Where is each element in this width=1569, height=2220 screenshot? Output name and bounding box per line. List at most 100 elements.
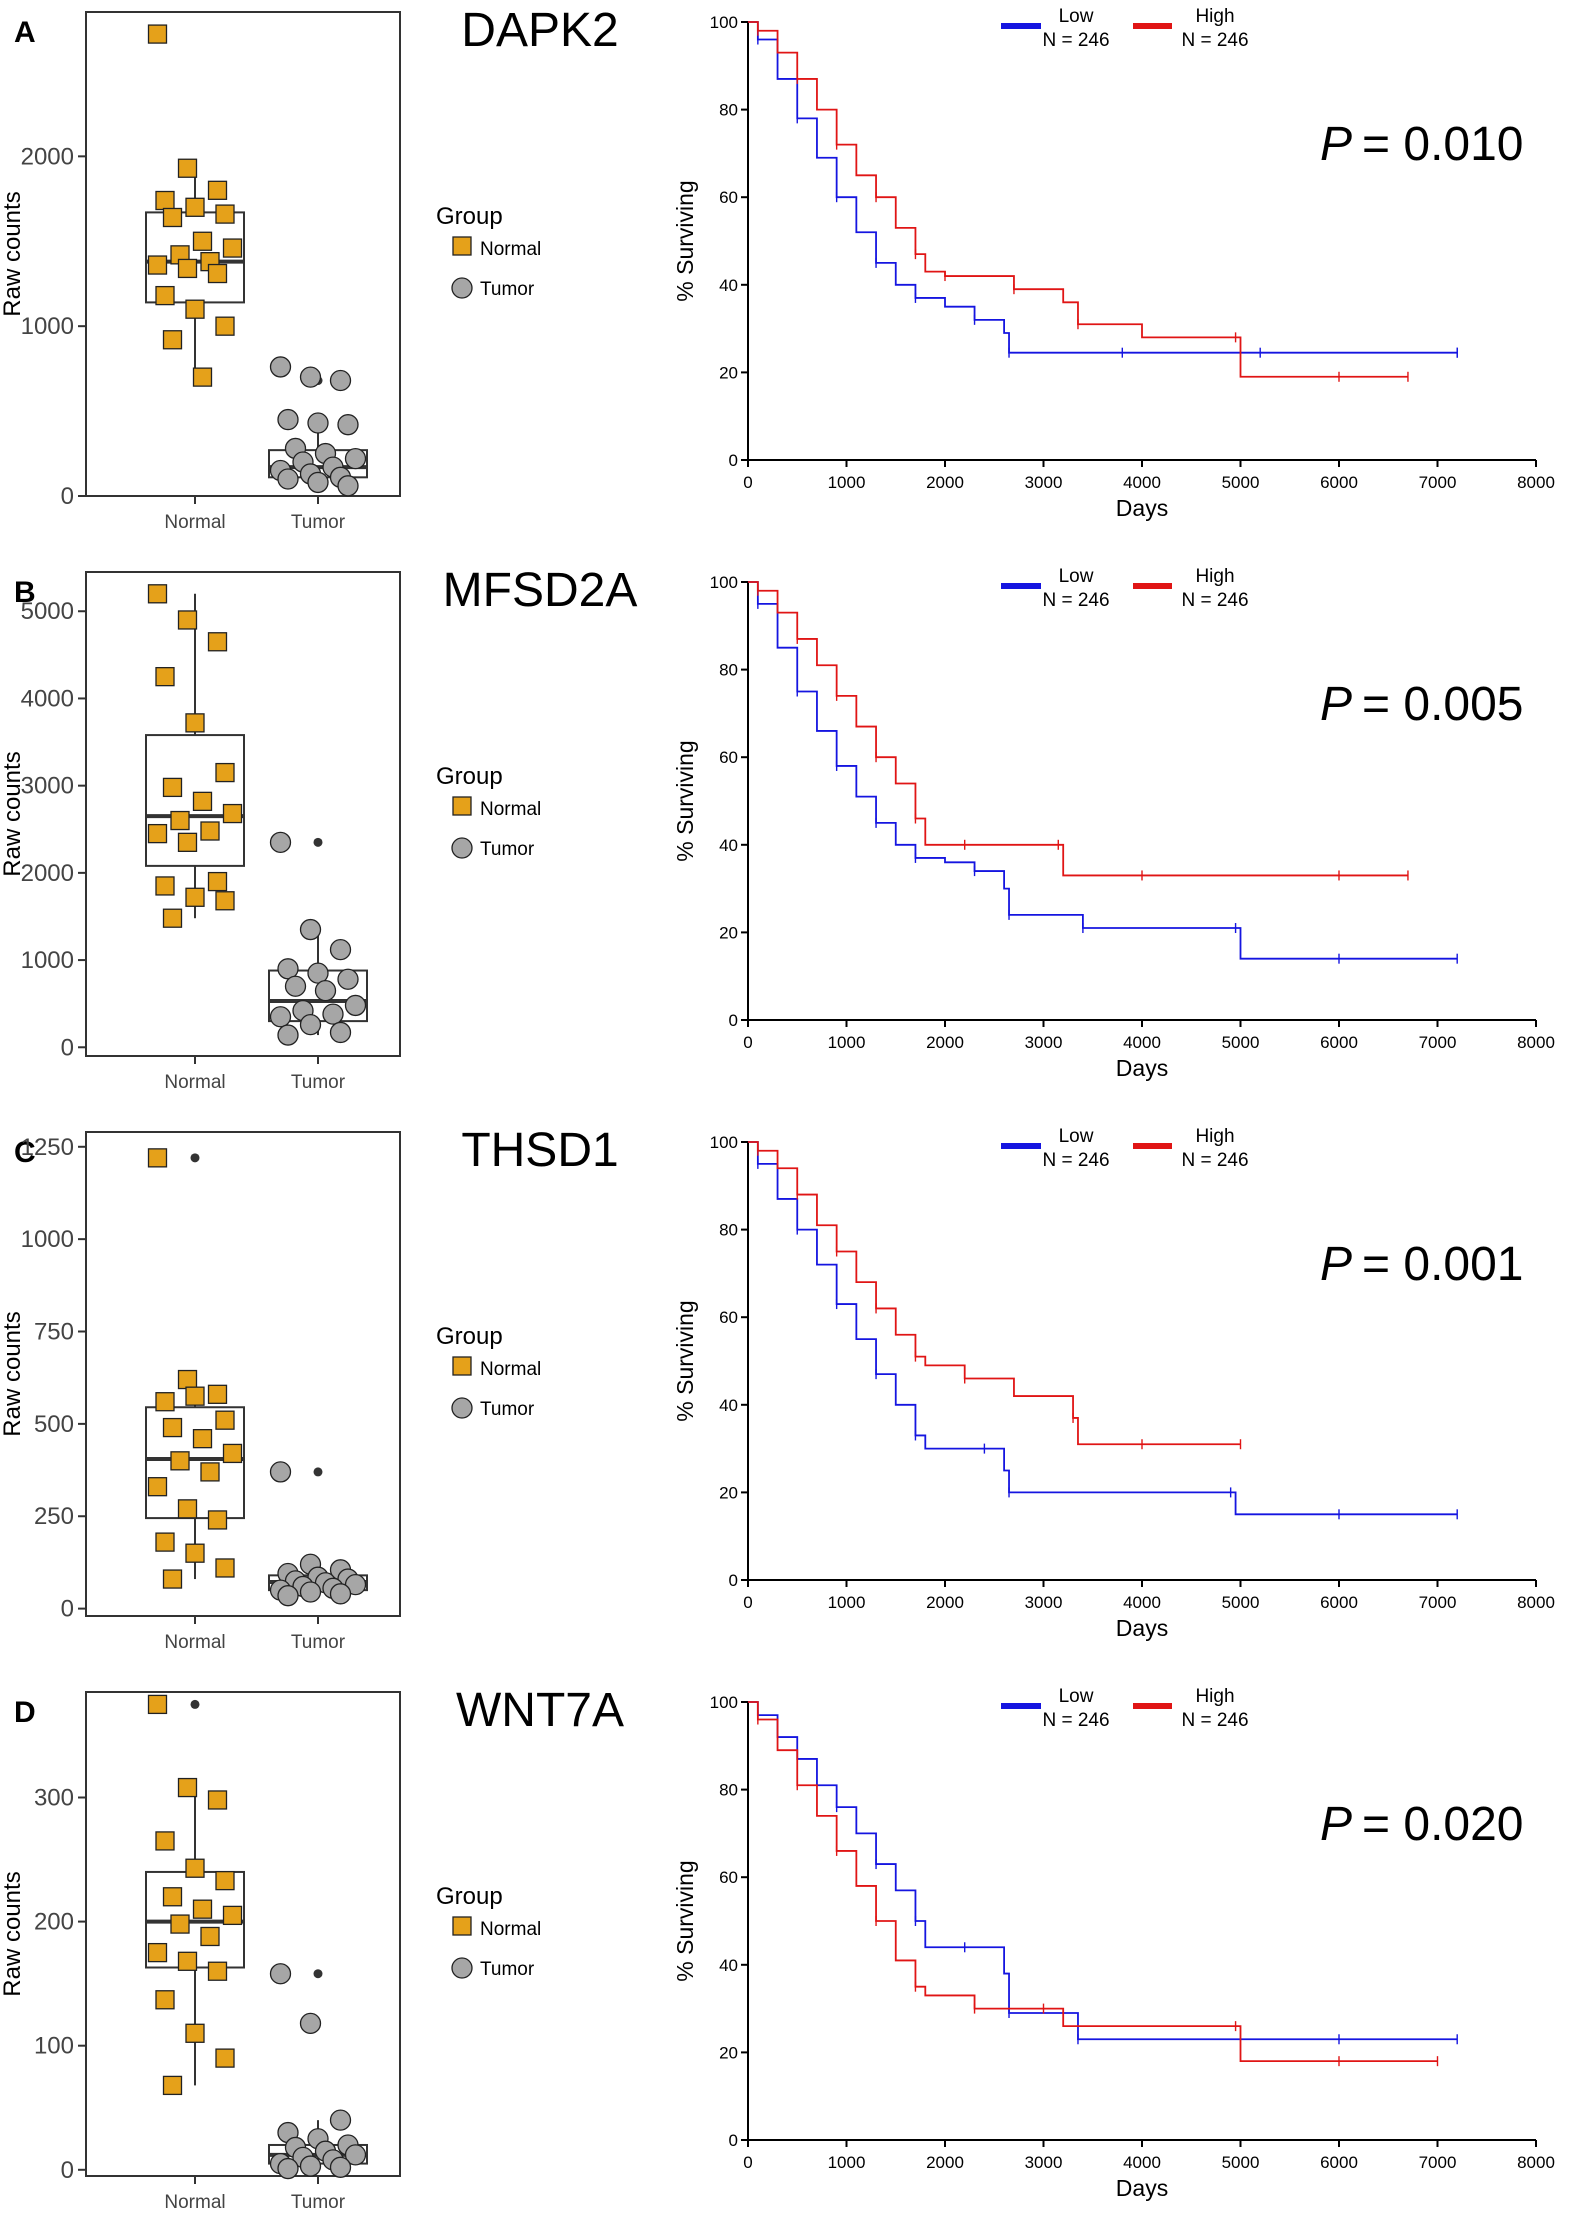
survival-legend: Low N = 246 High N = 246 (1001, 1686, 1249, 1731)
x-category-label: Tumor (291, 512, 346, 533)
normal-point (147, 823, 168, 844)
normal-point (155, 666, 175, 687)
survival-x-tick-label: 3000 (1025, 473, 1063, 492)
normal-point (200, 821, 220, 841)
survival-x-tick-label: 0 (743, 1593, 752, 1612)
legend-title: Group (436, 203, 503, 230)
legend-low-n: N = 246 (1042, 1150, 1109, 1171)
normal-point (177, 832, 198, 852)
survival-x-tick-label: 4000 (1123, 1033, 1161, 1052)
normal-point (215, 316, 235, 336)
tumor-point (337, 968, 359, 990)
survival-x-tick-label: 4000 (1123, 2153, 1161, 2172)
survival-curve-high (748, 581, 1408, 877)
survival-y-tick-label: 80 (719, 661, 738, 680)
normal-point (155, 876, 175, 896)
legend-high-label: High (1195, 1686, 1234, 1707)
tumor-point (299, 1013, 322, 1036)
survival-y-axis-label: % Surviving (672, 1300, 698, 1421)
survival-legend: Low N = 246 High N = 246 (1001, 6, 1249, 51)
legend-high-n: N = 246 (1181, 1150, 1248, 1171)
survival-x-tick-label: 2000 (926, 1593, 964, 1612)
survival-x-axis-label: Days (1116, 1615, 1168, 1641)
survival-x-axis-label: Days (1116, 495, 1168, 521)
survival-y-tick-label: 20 (719, 2043, 738, 2062)
legend-normal-label: Normal (480, 1919, 541, 1940)
normal-point (170, 1451, 190, 1471)
normal-point (185, 299, 205, 319)
panel-letter: D (14, 1696, 36, 1729)
survival-y-tick-label: 80 (719, 1221, 738, 1240)
normal-point (155, 1831, 175, 1851)
legend-high-label: High (1195, 6, 1234, 27)
legend-tumor-swatch (451, 1957, 473, 1979)
x-category-label: Tumor (291, 1072, 346, 1093)
legend-tumor-swatch (451, 277, 473, 299)
survival-x-tick-label: 6000 (1320, 2153, 1358, 2172)
survival-y-tick-label: 0 (729, 1571, 738, 1590)
tumor-point (329, 938, 352, 961)
legend-low-label: Low (1059, 1126, 1094, 1147)
normal-point (215, 204, 235, 224)
normal-point (170, 1914, 190, 1934)
normal-point (177, 1777, 198, 1798)
normal-point (185, 713, 205, 733)
normal-point (207, 632, 228, 652)
box-plot-frame (85, 1691, 401, 2177)
y-axis-label: Raw counts (0, 191, 26, 316)
p-value: P = 0.020 (1320, 1798, 1524, 1851)
tumor-point (284, 975, 307, 997)
p-value-symbol: P (1320, 1798, 1352, 1851)
normal-point (162, 1569, 183, 1589)
y-tick-label: 5000 (21, 598, 74, 625)
group-legend: Group Normal Tumor (436, 203, 541, 300)
normal-point (162, 330, 183, 350)
survival-legend: Low N = 246 High N = 246 (1001, 566, 1249, 611)
legend-high-n: N = 246 (1181, 590, 1248, 611)
normal-point (162, 207, 183, 228)
survival-x-tick-label: 3000 (1025, 2153, 1063, 2172)
x-category-label: Normal (164, 1072, 225, 1093)
tumor-point (299, 2012, 322, 2035)
survival-x-axis-label: Days (1116, 1055, 1168, 1081)
survival-x-tick-label: 7000 (1419, 1593, 1457, 1612)
normal-outlier (190, 1153, 200, 1163)
tumor-point (344, 2144, 367, 2166)
survival-curve-high (748, 1141, 1241, 1446)
normal-point (177, 1499, 198, 1519)
legend-tumor-label: Tumor (480, 279, 535, 300)
survival-x-tick-label: 2000 (926, 1033, 964, 1052)
survival-y-tick-label: 80 (719, 101, 738, 120)
legend-high-label: High (1195, 566, 1234, 587)
normal-point (222, 1443, 243, 1464)
tumor-point (269, 1963, 292, 1985)
tumor-point (344, 994, 367, 1017)
panel-letter: C (14, 1136, 36, 1169)
tumor-point (337, 414, 359, 436)
normal-point (147, 1942, 168, 1963)
survival-x-tick-label: 6000 (1320, 1593, 1358, 1612)
survival-y-tick-label: 0 (729, 451, 738, 470)
tumor-point (329, 369, 352, 392)
survival-legend: Low N = 246 High N = 246 (1001, 1126, 1249, 1171)
tumor-point (269, 1461, 292, 1483)
survival-y-tick-label: 100 (710, 1693, 738, 1712)
legend-low-label: Low (1059, 566, 1094, 587)
normal-point (147, 24, 168, 44)
group-legend: Group Normal Tumor (436, 763, 541, 860)
normal-point (215, 1410, 235, 1430)
x-category-label: Normal (164, 2192, 225, 2213)
group-legend: Group Normal Tumor (436, 1323, 541, 1420)
normal-point (207, 180, 228, 200)
normal-point (162, 908, 183, 928)
survival-x-tick-label: 8000 (1517, 1593, 1555, 1612)
normal-point (222, 1905, 243, 1926)
normal-point (185, 1858, 205, 1878)
normal-point (207, 1790, 228, 1810)
box-plot-frame (85, 11, 401, 497)
survival-x-tick-label: 5000 (1222, 473, 1260, 492)
y-tick-label: 1000 (21, 1226, 74, 1253)
normal-point (155, 1392, 175, 1412)
survival-x-tick-label: 6000 (1320, 1033, 1358, 1052)
